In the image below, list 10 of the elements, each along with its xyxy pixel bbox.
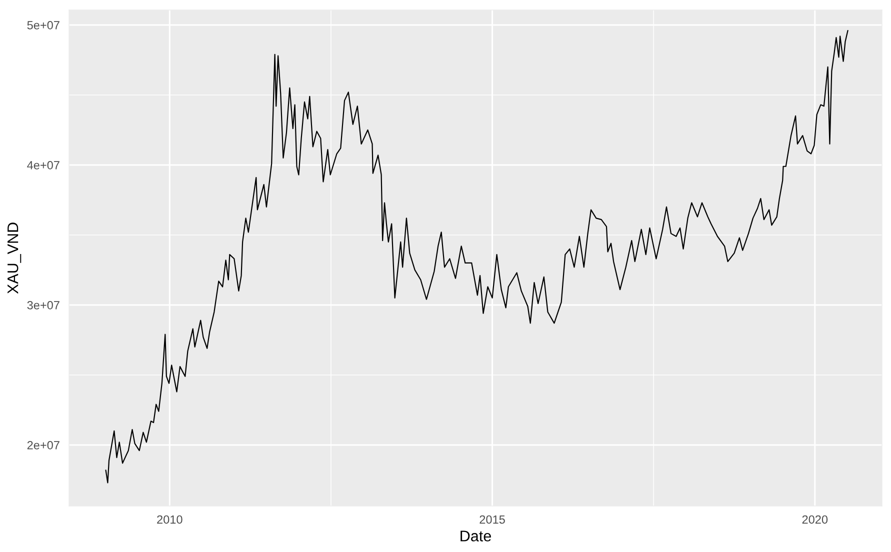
x-axis-title: Date (460, 530, 491, 542)
x-tick-label: 2010 (157, 515, 182, 524)
x-tick-label: 2020 (802, 515, 828, 524)
y-tick-label: 3e+07 (27, 301, 60, 310)
x-tick-label: 2015 (480, 515, 505, 524)
y-tick-label: 2e+07 (27, 440, 60, 450)
line-series (105, 30, 848, 484)
y-tick-label: 4e+07 (27, 161, 60, 170)
y-tick-label: 5e+07 (27, 21, 60, 30)
y-axis-title: XAU_VND (8, 222, 22, 294)
